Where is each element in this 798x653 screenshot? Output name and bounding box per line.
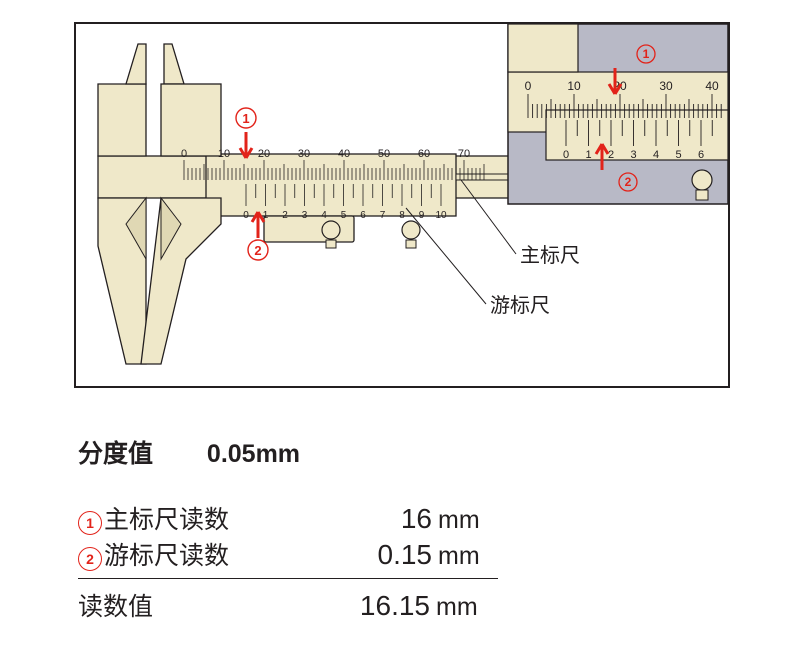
- svg-text:0: 0: [563, 149, 569, 161]
- svg-text:30: 30: [659, 79, 673, 93]
- svg-text:8: 8: [399, 210, 405, 221]
- result-unit: mm: [436, 593, 478, 622]
- svg-text:4: 4: [321, 210, 327, 221]
- marker-2-num: 2: [254, 243, 261, 258]
- lock-screw-1: [322, 221, 340, 248]
- reading-value: 16: [252, 503, 432, 535]
- resolution-label: 分度值: [78, 440, 153, 468]
- svg-text:2: 2: [625, 175, 632, 189]
- svg-text:10: 10: [218, 148, 230, 160]
- svg-text:40: 40: [338, 148, 350, 160]
- svg-text:30: 30: [298, 148, 310, 160]
- svg-text:3: 3: [302, 210, 308, 221]
- figure-frame: 010203040506070 012345678910 1 2 主标尺 游标尺: [74, 22, 730, 388]
- readings-block: 1主标尺读数16mm2游标尺读数0.15mm 读数值 16.15 mm: [78, 500, 498, 623]
- svg-text:60: 60: [418, 148, 430, 160]
- resolution-value: 0.05mm: [207, 440, 300, 468]
- svg-text:7: 7: [380, 210, 386, 221]
- svg-text:70: 70: [458, 148, 470, 160]
- result-value: 16.15: [250, 590, 430, 622]
- svg-text:3: 3: [630, 149, 636, 161]
- svg-text:10: 10: [567, 79, 581, 93]
- page: 010203040506070 012345678910 1 2 主标尺 游标尺: [0, 0, 798, 653]
- vernier-caliper-diagram: 010203040506070 012345678910 1 2 主标尺 游标尺: [76, 24, 728, 386]
- reading-badge: 2: [78, 547, 102, 571]
- main-scale-label: 主标尺: [520, 244, 580, 267]
- lock-screw-2: [402, 221, 420, 248]
- reading-row: 2游标尺读数0.15mm: [78, 536, 498, 572]
- reading-value: 0.15: [252, 539, 432, 571]
- svg-text:1: 1: [643, 47, 650, 61]
- marker-1: 1: [236, 108, 256, 158]
- fixed-upper-jaw: [126, 44, 146, 84]
- svg-text:5: 5: [675, 149, 681, 161]
- zoom-inset: 010203040 0123456 1 2: [508, 24, 728, 204]
- svg-text:10: 10: [435, 210, 447, 221]
- svg-text:50: 50: [378, 148, 390, 160]
- svg-text:2: 2: [608, 149, 614, 161]
- reading-unit: mm: [438, 506, 480, 535]
- sliding-assembly: [141, 44, 456, 364]
- svg-text:0: 0: [525, 79, 532, 93]
- svg-text:9: 9: [419, 210, 425, 221]
- svg-text:40: 40: [705, 79, 719, 93]
- svg-text:1: 1: [585, 149, 591, 161]
- svg-text:0: 0: [243, 210, 249, 221]
- reading-badge: 1: [78, 511, 102, 535]
- svg-text:0: 0: [181, 148, 187, 160]
- result-row: 读数值 16.15 mm: [78, 578, 498, 623]
- svg-text:5: 5: [341, 210, 347, 221]
- reading-label: 主标尺读数: [104, 500, 252, 536]
- svg-text:6: 6: [360, 210, 366, 221]
- result-label: 读数值: [78, 587, 250, 623]
- svg-text:2: 2: [282, 210, 288, 221]
- marker-1-num: 1: [242, 111, 249, 126]
- svg-text:4: 4: [653, 149, 659, 161]
- reading-unit: mm: [438, 542, 480, 571]
- resolution-line: 分度值 0.05mm: [78, 434, 300, 470]
- reading-label: 游标尺读数: [104, 536, 252, 572]
- svg-text:20: 20: [258, 148, 270, 160]
- reading-row: 1主标尺读数16mm: [78, 500, 498, 536]
- vernier-scale-label: 游标尺: [490, 294, 550, 317]
- svg-text:6: 6: [698, 149, 704, 161]
